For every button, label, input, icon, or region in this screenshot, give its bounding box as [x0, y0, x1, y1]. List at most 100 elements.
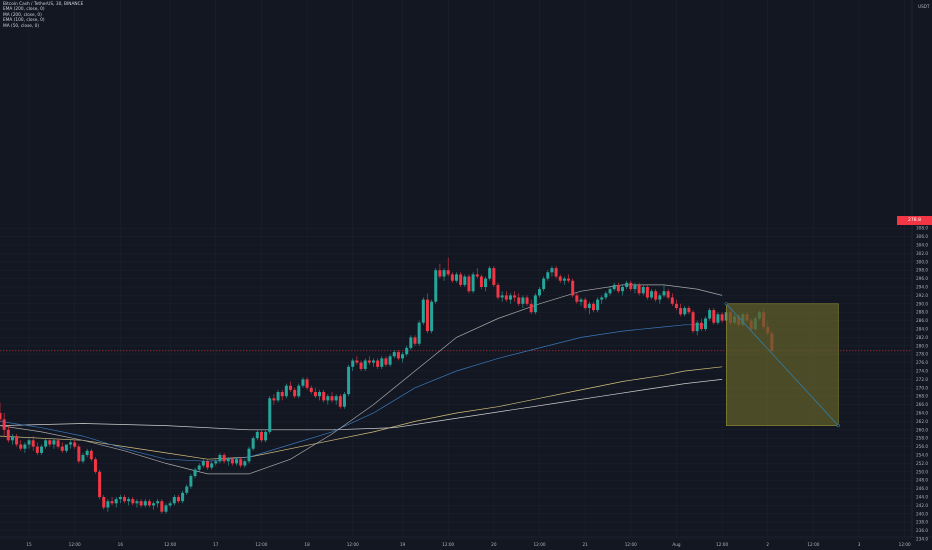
time-tick-label: 20: [491, 542, 497, 547]
candle-body: [641, 287, 645, 294]
candle-body: [413, 337, 417, 344]
candle-body: [160, 501, 164, 512]
price-tick-label: 262.0: [916, 419, 928, 424]
candle-body: [708, 310, 712, 319]
candle-body: [450, 274, 454, 281]
candle-body: [48, 440, 52, 445]
candle-body: [243, 461, 247, 466]
candle-body: [10, 436, 14, 441]
time-tick-label: 12:00: [625, 542, 637, 547]
candle-body: [587, 303, 591, 308]
time-tick-label: 12:00: [347, 542, 359, 547]
candle-body: [538, 289, 541, 296]
candle-body: [367, 360, 371, 363]
price-tick-label: 246.0: [916, 486, 928, 491]
candle-body: [434, 270, 438, 302]
candle-body: [40, 446, 43, 453]
candle-body: [405, 347, 409, 355]
time-tick-label: 15: [26, 542, 32, 547]
time-tick-label: 12:00: [164, 542, 176, 547]
candle-body: [322, 392, 326, 401]
price-tick-label: 280.0: [916, 343, 928, 348]
candle-body: [135, 501, 139, 504]
time-tick-label: 12:00: [716, 542, 728, 547]
candle-body: [334, 396, 338, 401]
candle-body: [222, 455, 226, 462]
candle-body: [301, 379, 305, 386]
candle-body: [15, 436, 19, 445]
candle-body: [616, 284, 620, 292]
candle-body: [52, 440, 56, 445]
candle-body: [326, 396, 330, 401]
price-tick-label: 258.0: [916, 436, 928, 441]
candle-body: [417, 322, 421, 344]
candle-body: [143, 501, 147, 506]
candle-body: [35, 446, 39, 453]
legend-ema-100[interactable]: EMA (100, close, 0): [3, 18, 45, 24]
candle-body: [102, 497, 106, 508]
candle-body: [168, 503, 172, 506]
candle-body: [359, 362, 363, 369]
candle-body: [380, 358, 384, 367]
price-tick-label: 278.0: [916, 352, 928, 357]
candle-body: [226, 459, 230, 462]
price-tick-label: 296.0: [916, 276, 928, 281]
price-axis: 308.0 306.0 304.0 302.0 300.0 298.0 296.0 294.0…: [916, 226, 928, 542]
time-tick-label: 12:00: [807, 542, 819, 547]
time-tick-label: 16: [118, 542, 124, 547]
candle-body: [363, 360, 367, 369]
candle-body: [401, 354, 405, 359]
candle-body: [691, 312, 695, 332]
candle-body: [459, 274, 463, 285]
price-tick-label: 306.0: [916, 234, 928, 239]
candle-body: [508, 295, 512, 300]
candle-body: [376, 360, 380, 367]
price-tick-label: 234.0: [916, 537, 928, 542]
price-tick-label: 304.0: [916, 243, 928, 248]
price-tick-label: 272.0: [916, 377, 928, 382]
candle-body: [338, 396, 342, 407]
candle-body: [475, 274, 479, 277]
price-tick-label: 282.0: [916, 335, 928, 340]
candle-body: [658, 295, 662, 300]
candle-body: [488, 268, 492, 279]
candle-body: [276, 392, 280, 401]
candle-body: [185, 486, 189, 493]
price-tick-label: 238.0: [916, 520, 928, 525]
legend-ema-200[interactable]: EMA (200, close, 0): [3, 7, 45, 13]
legend-ma-200[interactable]: MA (200, close, 0): [3, 12, 42, 18]
candle-body: [193, 469, 197, 476]
candle-body: [550, 268, 554, 273]
candle-body: [318, 392, 322, 397]
projection-handle: [724, 302, 728, 306]
candle-body: [583, 299, 587, 308]
candle-body: [89, 450, 93, 460]
time-tick-label: 18: [304, 542, 310, 547]
candle-body: [218, 455, 222, 462]
time-tick-label: 17: [213, 542, 219, 547]
candle-body: [23, 444, 27, 449]
candle-body: [720, 314, 724, 321]
price-tick-label: 250.0: [916, 469, 928, 474]
time-tick-label: 2: [766, 542, 769, 547]
price-tick-label: 292.0: [916, 293, 928, 298]
candle-body: [181, 492, 185, 502]
candle-body: [471, 274, 475, 292]
price-tick-label: 268.0: [916, 394, 928, 399]
candle-body: [293, 389, 297, 397]
candle-body: [562, 278, 566, 281]
candle-body: [600, 297, 604, 300]
candle-body: [172, 497, 176, 504]
candle-body: [604, 293, 608, 298]
candle-body: [662, 291, 666, 296]
legend-ma-50[interactable]: MA (50, close, 0): [3, 23, 40, 29]
candle-body: [575, 295, 579, 302]
price-tick-label: 236.0: [916, 528, 928, 533]
candle-body: [210, 463, 214, 468]
candle-body: [612, 284, 616, 290]
series-line: [0, 366, 723, 460]
candle-body: [6, 429, 10, 441]
candle-body: [201, 461, 205, 466]
legend-symbol[interactable]: Bitcoin Cash / TetherUS, 30, BINANCE: [3, 2, 84, 7]
